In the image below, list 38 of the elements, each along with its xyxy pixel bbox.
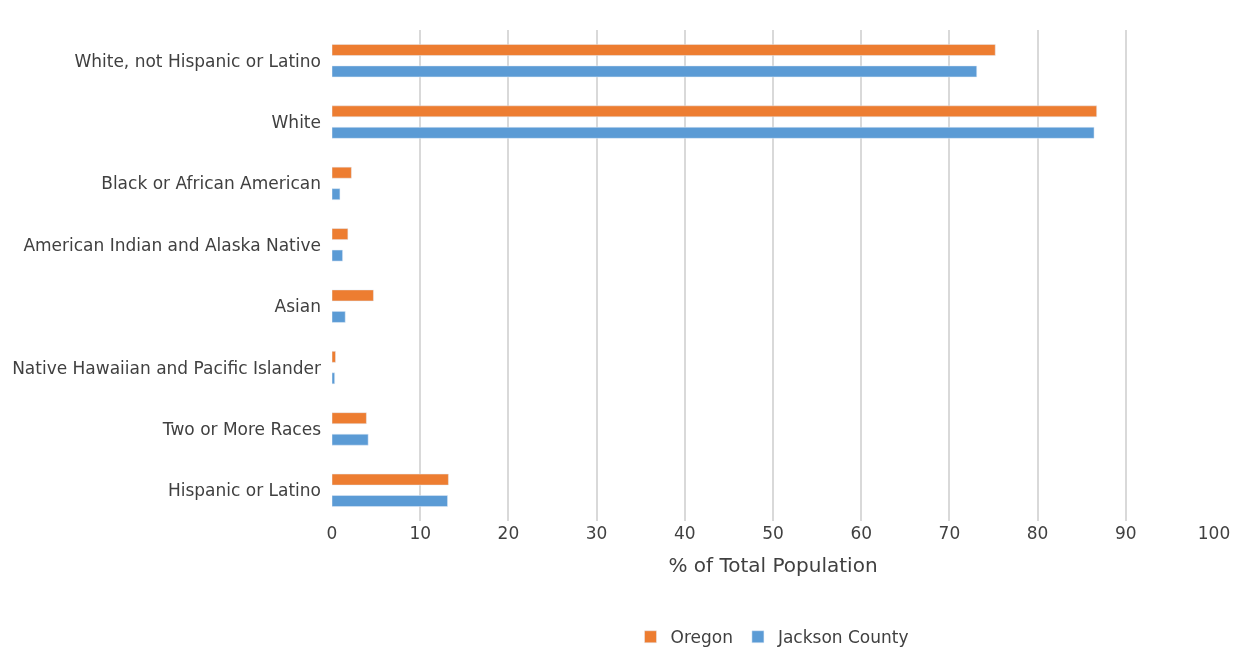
bar — [332, 228, 349, 240]
x-tick-label: 80 — [1026, 523, 1049, 543]
x-tick-label: 20 — [497, 523, 520, 543]
bar — [332, 495, 448, 507]
legend-label: Jackson County — [776, 627, 909, 648]
x-tick-label: 10 — [409, 523, 432, 543]
bar — [332, 351, 336, 363]
x-tick-label: 100 — [1197, 523, 1231, 543]
y-tick-label: Native Hawaiian and Pacific Islander — [12, 357, 322, 378]
bar — [332, 105, 1097, 118]
bar — [332, 289, 374, 302]
x-axis-title: % of Total Population — [668, 552, 878, 577]
bar — [332, 188, 341, 200]
y-tick-label: American Indian and Alaska Native — [23, 234, 321, 255]
x-tick-label: 40 — [673, 523, 696, 543]
bar — [332, 44, 996, 56]
x-tick-label: 0 — [326, 523, 338, 543]
bar — [332, 249, 343, 262]
x-tick-label: 60 — [850, 523, 873, 543]
bar — [332, 166, 352, 179]
x-tick-label: 90 — [1114, 523, 1137, 543]
x-tick-label: 30 — [585, 523, 608, 543]
y-tick-label: White — [271, 112, 321, 133]
x-tick-label: 70 — [938, 523, 961, 543]
bar — [332, 412, 367, 424]
y-tick-label: Black or African American — [101, 173, 321, 194]
bar — [332, 372, 335, 385]
bar — [332, 65, 977, 78]
y-tick-label: White, not Hispanic or Latino — [74, 50, 321, 71]
bar — [332, 433, 369, 446]
bar — [332, 311, 346, 323]
x-tick-label: 50 — [762, 523, 784, 543]
y-tick-label: Asian — [274, 296, 321, 317]
bar — [332, 473, 449, 486]
y-tick-label: Hispanic or Latino — [167, 480, 321, 501]
y-tick-label: Two or More Races — [161, 418, 322, 439]
bar — [332, 127, 1095, 139]
legend-label: Oregon — [670, 627, 733, 648]
